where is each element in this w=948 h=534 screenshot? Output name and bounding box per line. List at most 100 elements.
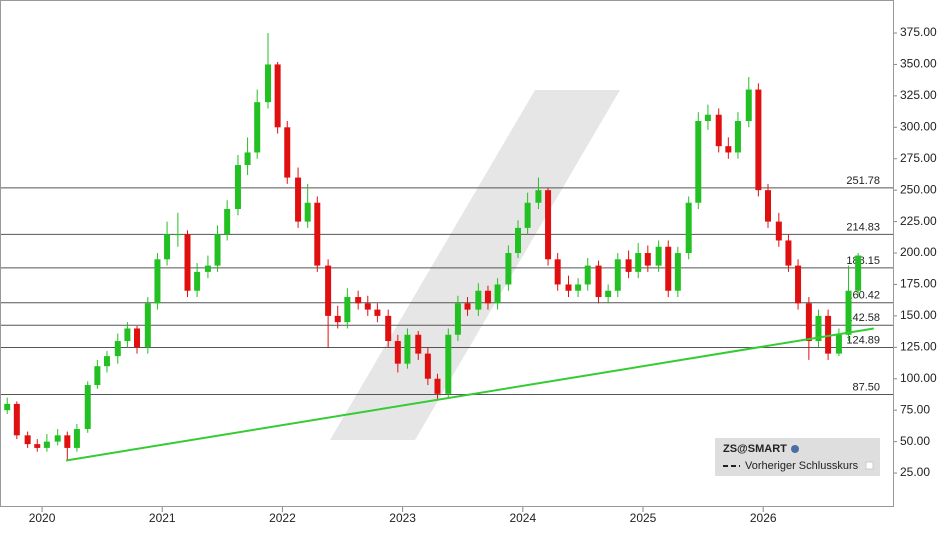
- plot-border: [0, 0, 894, 507]
- candle-body: [244, 152, 251, 166]
- legend-title: ZS@SMART: [723, 443, 787, 455]
- candle-body: [355, 297, 362, 304]
- candle-body: [755, 89, 762, 191]
- candle-body: [704, 114, 711, 122]
- legend-checkbox[interactable]: [865, 461, 874, 470]
- candle-body: [73, 429, 80, 448]
- candle-body: [584, 265, 591, 285]
- candle-body: [415, 334, 422, 354]
- y-tick-label: 125.00: [900, 339, 937, 353]
- candle-body: [214, 234, 221, 266]
- candle-body: [795, 265, 802, 304]
- candle-body: [695, 121, 702, 203]
- candle-body: [374, 309, 381, 316]
- x-tick-label: 2021: [149, 511, 176, 525]
- legend-entry: Vorheriger Schlusskurs: [745, 460, 859, 472]
- candle-body: [464, 303, 471, 310]
- candle-body: [565, 284, 572, 291]
- candle-body: [674, 253, 681, 291]
- candle-body: [434, 378, 441, 394]
- y-tick-label: 50.00: [900, 434, 930, 448]
- candle-body: [815, 315, 822, 342]
- candle-body: [454, 303, 461, 335]
- candle-body: [385, 315, 392, 342]
- candle-body: [84, 385, 91, 430]
- candle-body: [775, 221, 782, 241]
- candle-body: [334, 315, 341, 323]
- x-tick-label: 2020: [29, 511, 56, 525]
- candle-body: [545, 190, 552, 260]
- candle-body: [734, 121, 741, 153]
- x-tick-label: 2025: [630, 511, 657, 525]
- y-tick-label: 25.00: [900, 465, 930, 479]
- y-tick-label: 175.00: [900, 277, 937, 291]
- candle-body: [494, 284, 501, 304]
- candle-body: [224, 209, 231, 235]
- candle-body: [554, 259, 561, 285]
- candle-body: [635, 253, 642, 272]
- candle-body: [164, 234, 171, 260]
- candle-body: [614, 259, 621, 291]
- candle-body: [825, 315, 832, 354]
- candle-body: [295, 177, 302, 222]
- candle-body: [304, 202, 311, 222]
- candle-body: [54, 435, 61, 442]
- y-tick-label: 100.00: [900, 371, 937, 385]
- legend-box: [715, 438, 880, 476]
- candle-body: [605, 290, 612, 298]
- watermark: [330, 90, 620, 440]
- candle-body: [4, 403, 11, 411]
- y-tick-label: 325.00: [900, 88, 937, 102]
- candle-body: [535, 190, 542, 203]
- candle-body: [344, 297, 351, 323]
- candle-body: [234, 165, 241, 210]
- y-tick-label: 350.00: [900, 57, 937, 71]
- candle-body: [765, 190, 772, 222]
- candle-body: [505, 253, 512, 285]
- candle-body: [855, 255, 862, 291]
- candle-body: [204, 265, 211, 272]
- y-tick-label: 300.00: [900, 119, 937, 133]
- candle-body: [134, 328, 141, 348]
- candle-body: [284, 127, 291, 178]
- candle-body: [184, 234, 191, 291]
- reference-label: 124.89: [846, 334, 880, 346]
- candle-body: [24, 435, 31, 445]
- candle-body: [194, 271, 201, 291]
- candle-body: [94, 366, 101, 386]
- candle-body: [154, 259, 161, 304]
- candle-body: [445, 334, 452, 394]
- reference-label: 142.58: [846, 312, 880, 324]
- candle-body: [43, 441, 50, 448]
- candle-body: [475, 290, 482, 310]
- candle-body: [655, 246, 662, 266]
- candle-body: [725, 146, 732, 153]
- candle-body: [524, 202, 531, 228]
- candle-body: [424, 353, 431, 379]
- reference-label: 87.50: [852, 381, 880, 393]
- candle-body: [325, 265, 332, 316]
- candle-body: [114, 341, 121, 357]
- reference-label: 188.15: [846, 255, 880, 267]
- candle-body: [254, 102, 261, 153]
- candle-body: [625, 259, 632, 272]
- reference-label: 214.83: [846, 221, 880, 233]
- candle-body: [595, 265, 602, 298]
- candle-body: [274, 64, 281, 128]
- x-tick-label: 2023: [389, 511, 416, 525]
- y-tick-label: 275.00: [900, 151, 937, 165]
- candle-body: [835, 334, 842, 354]
- legend: ZS@SMART Vorheriger Schlusskurs: [715, 438, 880, 476]
- x-tick-label: 2026: [750, 511, 777, 525]
- candle-body: [174, 234, 181, 236]
- candle-body: [34, 444, 41, 448]
- reference-label: 251.78: [846, 175, 880, 187]
- reference-label: 160.42: [846, 290, 880, 302]
- candle-body: [404, 334, 411, 364]
- y-tick-label: 200.00: [900, 245, 937, 259]
- candle-body: [314, 202, 321, 266]
- x-tick-label: 2022: [269, 511, 296, 525]
- candle-body: [265, 64, 272, 103]
- candle-body: [745, 89, 752, 122]
